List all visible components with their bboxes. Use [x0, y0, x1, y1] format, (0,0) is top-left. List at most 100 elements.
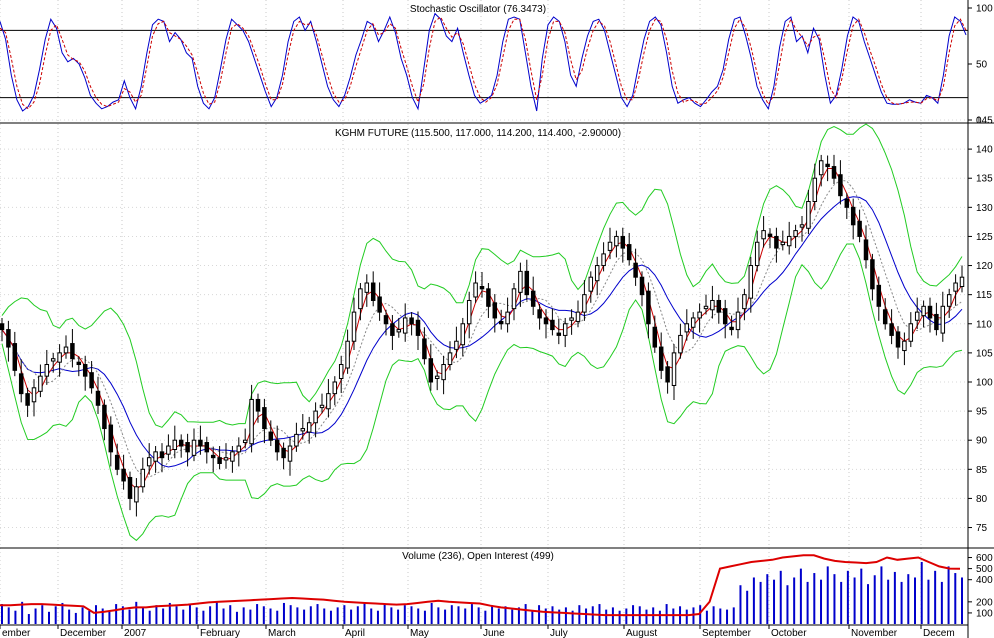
candle-body	[748, 265, 754, 299]
price-y-tick-label: 80	[976, 494, 988, 505]
price-y-tick-label: 130	[976, 203, 993, 214]
x-tick-label: 2007	[124, 628, 147, 638]
candle-body	[742, 294, 747, 310]
candle-body	[294, 433, 299, 447]
price-y-tick-label: 115	[976, 290, 992, 301]
candle-body	[633, 262, 638, 278]
candle-body	[6, 329, 11, 348]
stochastic-d-line	[0, 16, 967, 110]
candle-body	[946, 294, 952, 307]
candle-body	[838, 174, 843, 197]
candle-body	[102, 404, 107, 430]
candle-body	[351, 311, 357, 342]
candle-body	[114, 454, 120, 470]
candle-body	[722, 308, 728, 325]
candle-body	[575, 311, 581, 322]
candle-body	[914, 311, 920, 321]
candle-body	[274, 439, 280, 453]
candle-body	[806, 201, 811, 229]
x-tick-label: December	[60, 628, 107, 638]
stochastic-title: Stochastic Oscillator (76.3473)	[410, 4, 546, 15]
candle-body	[358, 288, 363, 310]
candle-body	[300, 428, 306, 432]
candle-body	[370, 282, 376, 301]
candle-body	[262, 407, 267, 430]
candle-body	[166, 445, 171, 455]
candle-body	[108, 424, 114, 453]
stochastic-y-tick-label: 0	[976, 116, 982, 127]
candle-body	[588, 276, 594, 292]
candle-body	[319, 404, 325, 409]
candle-body	[281, 447, 286, 459]
price-y-tick-label: 145	[976, 116, 993, 127]
candle-body	[415, 319, 421, 336]
price-y-tick-label: 90	[976, 436, 988, 447]
candle-body	[230, 451, 235, 462]
candle-body	[479, 286, 485, 290]
candle-body	[684, 323, 690, 333]
candle-body	[178, 439, 184, 447]
candle-body	[556, 332, 562, 336]
bollinger-lower-line	[1, 243, 963, 542]
candle-body	[0, 323, 5, 331]
candle-body	[537, 309, 542, 319]
x-tick-label: July	[550, 628, 568, 638]
price-y-tick-label: 105	[976, 348, 993, 359]
candle-body	[767, 233, 773, 237]
candle-body	[902, 340, 907, 352]
candle-body	[210, 454, 216, 459]
candle-body	[658, 346, 664, 371]
candle-body	[185, 442, 190, 453]
candle-body	[95, 390, 101, 406]
candle-body	[159, 451, 165, 459]
candle-body	[191, 439, 197, 456]
candle-body	[761, 230, 766, 240]
candle-body	[217, 457, 222, 464]
volume-y-tick-label: 600	[976, 553, 993, 564]
candle-body	[889, 323, 894, 336]
candle-body	[127, 476, 133, 499]
candle-body	[543, 317, 549, 325]
x-axis: ember December 2007 February March April May Ju…	[0, 625, 955, 638]
x-tick-label: September	[702, 628, 752, 638]
candle-body	[614, 235, 619, 247]
bollinger-upper-line	[1, 123, 963, 428]
candle-body	[249, 398, 254, 445]
candle-body	[50, 358, 56, 362]
candle-body	[57, 352, 62, 363]
candle-body	[678, 334, 683, 354]
candle-body	[959, 276, 965, 288]
candle-body	[498, 320, 504, 325]
x-tick-label: June	[483, 628, 505, 638]
candle-body	[774, 235, 779, 249]
candle-body	[729, 326, 734, 331]
candle-body	[652, 326, 658, 348]
candle-body	[402, 317, 408, 334]
candle-body	[780, 241, 786, 246]
candle-body	[441, 364, 446, 381]
candle-body	[364, 282, 370, 293]
candle-body	[409, 317, 414, 325]
candle-body	[422, 338, 427, 360]
candle-body	[242, 439, 248, 444]
candle-body	[396, 329, 402, 333]
candle-body	[895, 331, 901, 348]
x-tick-label: Decem	[923, 628, 955, 638]
price-y-tick-label: 75	[976, 523, 988, 534]
candle-body	[82, 364, 88, 377]
candle-body	[754, 241, 760, 267]
candle-body	[601, 253, 606, 267]
volume-y-tick-label: 400	[976, 575, 993, 586]
stochastic-y-tick-label: 50	[976, 60, 988, 71]
candle-body	[927, 305, 933, 319]
candle-body	[454, 340, 459, 350]
x-tick-label: May	[410, 628, 429, 638]
price-y-tick-label: 85	[976, 465, 988, 476]
candle-body	[863, 239, 869, 261]
candle-body	[383, 315, 389, 325]
candle-body	[492, 302, 498, 319]
candle-body	[223, 457, 229, 461]
candle-body	[607, 241, 613, 251]
candle-body	[831, 166, 837, 179]
